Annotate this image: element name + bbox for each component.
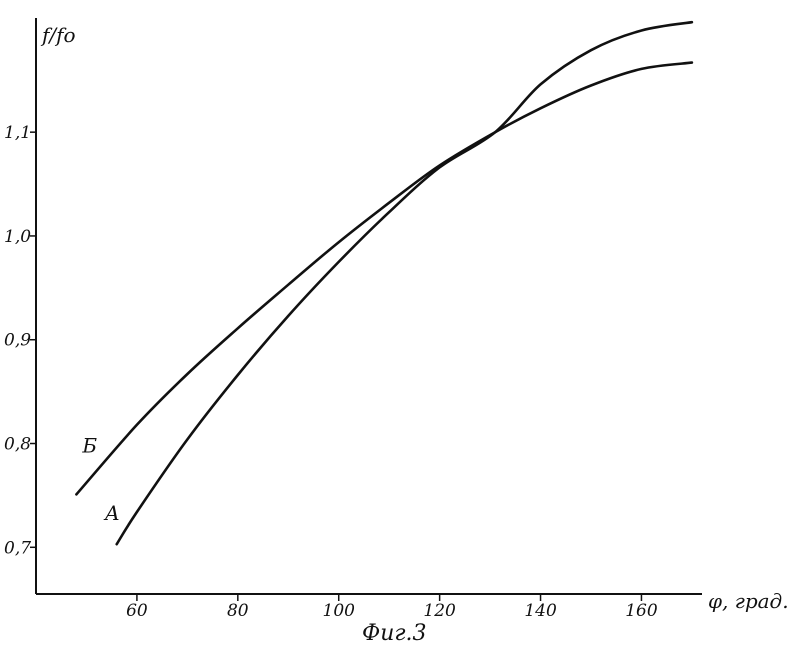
series-line	[117, 22, 692, 544]
x-tick-label: 120	[423, 601, 456, 621]
y-axis-title: f/fo	[40, 23, 76, 47]
series-label: А	[103, 501, 120, 525]
x-tick-label: 80	[227, 601, 249, 621]
x-tick-label: 160	[625, 601, 658, 621]
x-axis-title: φ, град.	[708, 589, 789, 613]
series-line	[76, 63, 692, 495]
series-label: Б	[81, 433, 97, 457]
axes	[36, 18, 702, 594]
y-tick-label: 1,1	[4, 123, 31, 143]
labels: f/fo φ, град. Фиг.3	[40, 23, 789, 646]
x-tick-label: 140	[524, 601, 557, 621]
y-tick-label: 0,9	[4, 331, 31, 351]
figure-caption: Фиг.3	[362, 621, 427, 646]
x-tick-label: 100	[323, 601, 356, 621]
x-tick-label: 60	[126, 601, 148, 621]
curves: БА	[76, 22, 692, 544]
ticks: 60 80 100 120 140 160 0,7 0,8 0,9 1,0 1,1	[4, 123, 658, 621]
y-tick-label: 0,8	[4, 435, 31, 455]
y-tick-label: 1,0	[4, 227, 31, 247]
y-tick-label: 0,7	[4, 538, 31, 558]
